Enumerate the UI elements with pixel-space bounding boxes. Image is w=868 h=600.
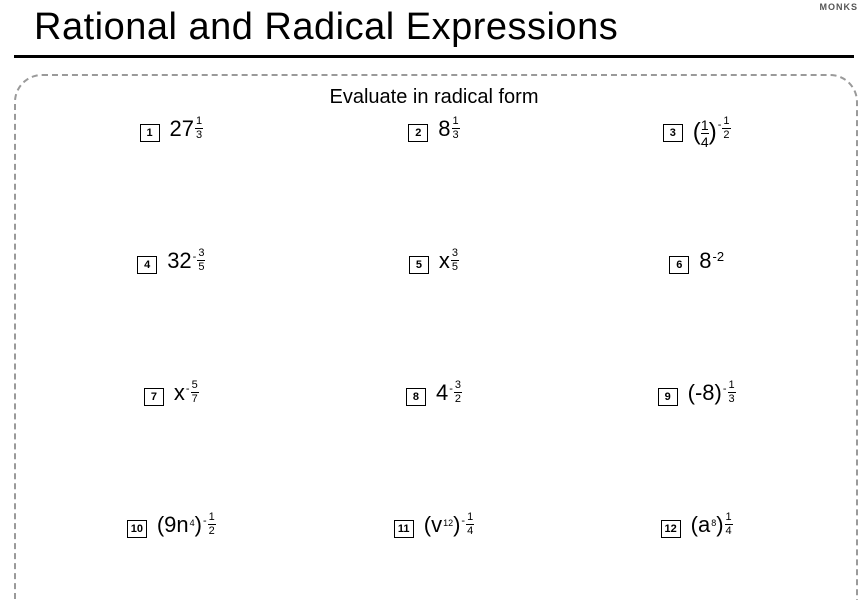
expression: 813 bbox=[438, 118, 459, 141]
problem-cell: 2 813 bbox=[303, 118, 566, 158]
problem-number: 5 bbox=[409, 256, 429, 274]
problem-number: 4 bbox=[137, 256, 157, 274]
problem-cell: 12 (a8)14 bbox=[565, 514, 828, 554]
problem-cell: 1 2713 bbox=[40, 118, 303, 158]
problem-cell: 10 (9n4)-12 bbox=[40, 514, 303, 554]
expression: (9n4)-12 bbox=[157, 514, 216, 537]
expression: 8-2 bbox=[699, 250, 724, 272]
worksheet-page: MONKS Rational and Radical Expressions E… bbox=[0, 0, 868, 600]
problem-number: 12 bbox=[661, 520, 681, 538]
expression: (a8)14 bbox=[691, 514, 733, 537]
expression: (14)-12 bbox=[693, 118, 731, 149]
problem-number: 9 bbox=[658, 388, 678, 406]
expression: x-57 bbox=[174, 382, 199, 405]
problem-cell: 4 32-35 bbox=[40, 250, 303, 290]
expression: (v12)-14 bbox=[424, 514, 474, 537]
problem-number: 2 bbox=[408, 124, 428, 142]
problem-cell: 11 (v12)-14 bbox=[303, 514, 566, 554]
problem-number: 6 bbox=[669, 256, 689, 274]
brand-label: MONKS bbox=[820, 2, 859, 12]
expression: 2713 bbox=[170, 118, 204, 141]
problem-cell: 8 4-32 bbox=[303, 382, 566, 422]
problem-cell: 3 (14)-12 bbox=[565, 118, 828, 158]
problem-cell: 7 x-57 bbox=[40, 382, 303, 422]
problem-number: 11 bbox=[394, 520, 414, 538]
page-title: Rational and Radical Expressions bbox=[14, 0, 854, 58]
problem-cell: 5 x35 bbox=[303, 250, 566, 290]
expression: 4-32 bbox=[436, 382, 462, 405]
expression: 32-35 bbox=[167, 250, 205, 273]
problem-number: 10 bbox=[127, 520, 147, 538]
problem-number: 8 bbox=[406, 388, 426, 406]
expression: (-8)-13 bbox=[688, 382, 736, 405]
problem-cell: 9 (-8)-13 bbox=[565, 382, 828, 422]
expression: x35 bbox=[439, 250, 459, 273]
problem-cell: 6 8-2 bbox=[565, 250, 828, 290]
problem-grid: 1 2713 2 813 3 (14)-12 4 32-35 5 x35 6 8-2 7 x-57 8 4-3… bbox=[40, 118, 828, 554]
problem-number: 1 bbox=[140, 124, 160, 142]
problem-number: 7 bbox=[144, 388, 164, 406]
section-heading: Evaluate in radical form bbox=[0, 86, 868, 109]
problem-number: 3 bbox=[663, 124, 683, 142]
